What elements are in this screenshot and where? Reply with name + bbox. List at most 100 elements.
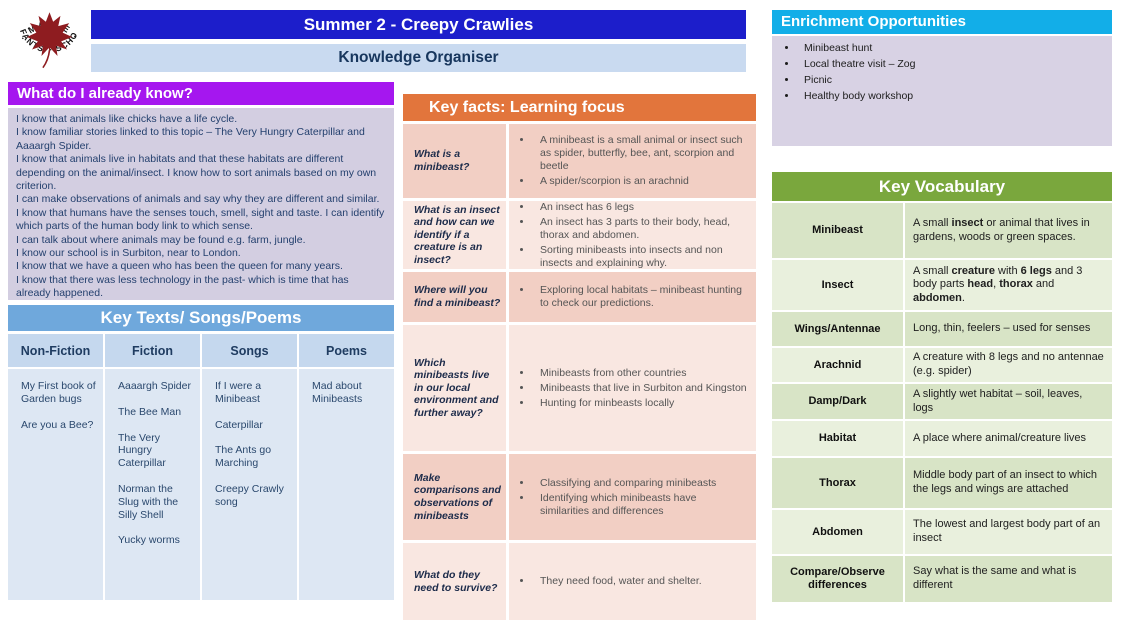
- key-texts-body-row: My First book of Garden bugs Are you a Be…: [8, 369, 394, 600]
- vocabulary-term: Abdomen: [772, 510, 903, 554]
- vocabulary-term: Wings/Antennae: [772, 312, 903, 346]
- definition-segment: head: [967, 278, 994, 291]
- key-facts-bullet: Identifying which minibeasts have simila…: [533, 492, 748, 518]
- key-facts-question: What is an insect and how can we identif…: [403, 201, 506, 269]
- vocabulary-term: Insect: [772, 260, 903, 310]
- vocabulary-term: Arachnid: [772, 348, 903, 382]
- key-text-item: Caterpillar: [215, 418, 263, 431]
- vocabulary-header: Key Vocabulary: [772, 172, 1112, 201]
- key-texts-column-header: Non-Fiction: [8, 334, 103, 367]
- vocabulary-title: Key Vocabulary: [878, 177, 1006, 196]
- vocabulary-definition-text: Say what is the same and what is differe…: [913, 565, 1104, 592]
- key-facts-answers: They need food, water and shelter.: [509, 543, 756, 620]
- key-text-item: Yucky worms: [118, 534, 180, 547]
- key-texts-column-header: Songs: [202, 334, 297, 367]
- vocabulary-definition-text: Middle body part of an insect to which t…: [913, 469, 1104, 496]
- vocabulary-term: Minibeast: [772, 203, 903, 258]
- definition-segment: and 3 body parts: [913, 264, 1083, 291]
- already-know-title: What do I already know?: [17, 85, 193, 102]
- known-fact-line: I can make observations of animals and s…: [16, 193, 380, 206]
- definition-segment: A slightly wet habitat – soil, leaves, l…: [913, 387, 1083, 414]
- enrichment-item: Picnic: [798, 74, 1112, 87]
- key-texts-column-header: Poems: [299, 334, 394, 367]
- key-texts-column-header: Fiction: [105, 334, 200, 367]
- already-know-header: What do I already know?: [8, 82, 394, 105]
- key-text-item: Mad about Minibeasts: [312, 380, 363, 405]
- key-facts-bullet: They need food, water and shelter.: [533, 575, 702, 588]
- key-facts-bullet-list: Exploring local habitats – minibeast hun…: [515, 282, 748, 312]
- vocabulary-definition: The lowest and largest body part of an i…: [905, 510, 1112, 554]
- key-facts-title: Key facts: Learning focus: [429, 99, 625, 116]
- enrichment-item: Minibeast hunt: [798, 42, 1112, 55]
- definition-segment: and: [1032, 278, 1055, 291]
- vocabulary-table: Minibeast A small insect or animal that l…: [772, 203, 1112, 604]
- knowledge-organiser-bar: Knowledge Organiser: [91, 44, 746, 72]
- enrichment-body: Minibeast hunt Local theatre visit – Zog P…: [772, 36, 1112, 146]
- vocabulary-term: Damp/Dark: [772, 384, 903, 419]
- key-facts-question: Make comparisons and observations of min…: [403, 454, 506, 540]
- known-fact-line: I know our school is in Surbiton, near t…: [16, 247, 241, 260]
- key-text-item: Aaaargh Spider: [118, 380, 191, 392]
- vocabulary-definition-text: A small creature with 6 legs and 3 body …: [913, 265, 1104, 306]
- key-facts-question: Where will you find a minibeast?: [403, 272, 506, 322]
- definition-segment: A place where animal/creature lives: [913, 431, 1087, 444]
- definition-segment: or animal that lives in gardens, woods o…: [913, 216, 1090, 243]
- topic-title-bar: Summer 2 - Creepy Crawlies: [91, 10, 746, 39]
- key-facts-row: Which minibeasts live in our local envir…: [403, 325, 756, 451]
- key-facts-bullet: Sorting minibeasts into insects and non …: [533, 244, 748, 270]
- vocabulary-definition: A creature with 8 legs and no antennae (…: [905, 348, 1112, 382]
- key-text-item: The Bee Man: [118, 405, 182, 418]
- vocabulary-row: Damp/Dark A slightly wet habitat – soil, …: [772, 384, 1112, 419]
- definition-segment: The lowest and largest body part of an i…: [913, 518, 1101, 544]
- key-facts-row: Make comparisons and observations of min…: [403, 454, 756, 540]
- vocabulary-definition-text: The lowest and largest body part of an i…: [913, 518, 1104, 545]
- vocabulary-definition: A small creature with 6 legs and 3 body …: [905, 260, 1112, 310]
- key-text-item: Are you a Bee?: [21, 418, 94, 431]
- key-text-item: The Very Hungry Caterpillar: [118, 431, 166, 470]
- enrichment-item: Healthy body workshop: [798, 90, 1112, 103]
- key-facts-bullet: An insect has 6 legs: [533, 201, 748, 214]
- definition-segment: creature: [951, 264, 995, 277]
- vocabulary-row: Abdomen The lowest and largest body part …: [772, 510, 1112, 554]
- vocabulary-term: Compare/Observe differences: [772, 556, 903, 602]
- key-facts-bullet-list: Classifying and comparing minibeasts Iden…: [515, 475, 748, 520]
- vocabulary-row: Minibeast A small insect or animal that l…: [772, 203, 1112, 258]
- knowledge-organiser-label: Knowledge Organiser: [338, 49, 499, 66]
- vocabulary-row: Habitat A place where animal/creature liv…: [772, 421, 1112, 456]
- key-texts-column-items: Mad about Minibeasts: [299, 369, 394, 600]
- key-facts-question: What do they need to survive?: [403, 543, 506, 620]
- key-texts-column-items: Aaaargh Spider The Bee Man The Very Hungry…: [105, 369, 200, 600]
- topic-title: Summer 2 - Creepy Crawlies: [303, 15, 534, 34]
- key-text-item: The Ants go Marching: [215, 444, 272, 470]
- key-facts-bullet-list: Minibeasts from other countries Minibeast…: [515, 365, 747, 412]
- key-facts-bullet: Classifying and comparing minibeasts: [533, 477, 748, 490]
- known-fact-line: I know familiar stories linked to this t…: [16, 126, 365, 152]
- key-text-item: My First book of Garden bugs: [21, 380, 96, 405]
- key-texts-column-items: If I were a Minibeast Caterpillar The Ants…: [202, 369, 297, 600]
- school-logo: · MAPLE · INFANTS' · SCHOOL: [13, 1, 86, 75]
- definition-segment: Say what is the same and what is differe…: [913, 565, 1077, 591]
- vocabulary-definition-text: A small insect or animal that lives in g…: [913, 217, 1104, 244]
- key-facts-answers: Exploring local habitats – minibeast hun…: [509, 272, 756, 322]
- key-text-item: If I were a Minibeast: [215, 380, 262, 405]
- key-facts-answers: An insect has 6 legs An insect has 3 part…: [509, 201, 756, 269]
- enrichment-title: Enrichment Opportunities: [781, 13, 967, 30]
- key-facts-answers: A minibeast is a small animal or insect …: [509, 124, 756, 198]
- key-facts-answers: Minibeasts from other countries Minibeast…: [509, 325, 756, 451]
- vocabulary-term: Thorax: [772, 458, 903, 508]
- definition-segment: .: [961, 291, 965, 304]
- key-facts-bullet: An insect has 3 parts to their body, hea…: [533, 216, 748, 242]
- key-facts-question: Which minibeasts live in our local envir…: [403, 325, 506, 451]
- key-facts-table: What is a minibeast? A minibeast is a sma…: [403, 124, 756, 622]
- key-facts-row: What do they need to survive? They need f…: [403, 543, 756, 620]
- vocabulary-definition: Middle body part of an insect to which t…: [905, 458, 1112, 508]
- known-fact-line: I know that we have a queen who has been…: [16, 260, 343, 273]
- key-facts-bullet-list: A minibeast is a small animal or insect …: [515, 132, 748, 190]
- key-facts-bullet-list: They need food, water and shelter.: [515, 573, 702, 590]
- definition-segment: A small: [913, 264, 952, 277]
- enrichment-item: Local theatre visit – Zog: [798, 58, 1112, 71]
- known-fact-line: I know that animals live in habitats and…: [16, 153, 377, 193]
- vocabulary-definition-text: Long, thin, feelers – used for senses: [913, 322, 1090, 336]
- vocabulary-definition: A slightly wet habitat – soil, leaves, l…: [905, 384, 1112, 419]
